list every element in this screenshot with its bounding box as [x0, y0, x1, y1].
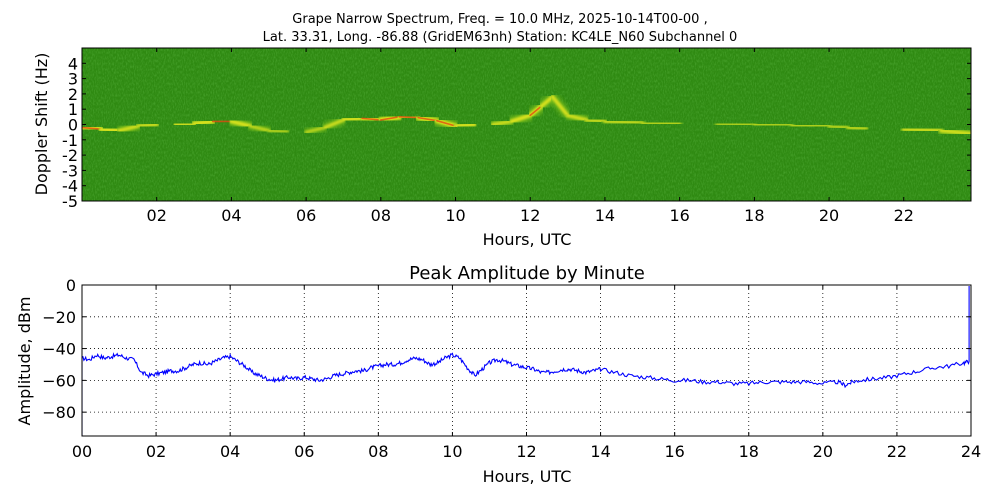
spectrogram-y-tick-label: -1	[62, 131, 78, 150]
spectrogram-x-ticks: 02 04 06 08 10 12 14 16 18 20 22	[147, 48, 914, 225]
amplitude-x-tick-label: 06	[294, 442, 314, 461]
trace-segment	[901, 127, 943, 133]
amplitude-plot-area	[82, 285, 971, 436]
spectrogram-y-tick-label: -2	[62, 146, 78, 165]
amplitude-x-tick-label: 10	[442, 442, 462, 461]
spectrogram-y-tick-label: 0	[68, 116, 78, 135]
amplitude-y-tick-label: −60	[42, 371, 76, 390]
trace-segment	[603, 119, 644, 125]
spectrogram-y-tick-label: -4	[62, 177, 78, 196]
figure-title-line1: Grape Narrow Spectrum, Freq. = 10.0 MHz,…	[292, 12, 708, 27]
spectrogram-y-tick-label: 3	[68, 70, 78, 89]
spectrogram-x-tick-label: 22	[894, 206, 914, 225]
spectrogram-x-tick-label: 10	[445, 206, 465, 225]
spectrogram-y-axis-label: Doppler Shift (Hz)	[32, 53, 51, 196]
amplitude-y-tick-label: −20	[42, 308, 76, 327]
amplitude-x-tick-label: 04	[220, 442, 240, 461]
trace-segment	[939, 128, 971, 136]
spectrogram-y-tick-label: -5	[62, 192, 78, 211]
spectrogram-x-tick-label: 02	[147, 206, 167, 225]
amplitude-x-tick-label: 16	[664, 442, 684, 461]
amplitude-y-tick-label: 0	[66, 276, 76, 295]
amplitude-y-tick-label: −80	[42, 403, 76, 422]
spectrogram-y-tick-label: 1	[68, 100, 78, 119]
spectrogram-x-tick-label: 18	[744, 206, 764, 225]
amplitude-line	[82, 286, 970, 436]
spectrogram-x-tick-label: 08	[371, 206, 391, 225]
figure-title-line2: Lat. 33.31, Long. -86.88 (GridEM63nh) St…	[262, 30, 738, 45]
spectrogram-y-tick-label: 4	[68, 54, 78, 73]
amplitude-y-ticks: 0 −20 −40 −60 −80	[42, 276, 971, 422]
spectrogram-x-tick-label: 14	[595, 206, 615, 225]
spectrogram-x-tick-label: 12	[520, 206, 540, 225]
trace-segment	[790, 123, 831, 128]
amplitude-x-ticks: 00 02 04 06 08 10 12 14 16 18 20 22 24	[72, 285, 981, 461]
amplitude-x-tick-label: 02	[146, 442, 166, 461]
amplitude-panel: Peak Amplitude by Minute 00 02 04 06 08 10 12 1…	[15, 263, 981, 486]
amplitude-x-tick-label: 12	[516, 442, 536, 461]
spectrogram-x-axis-label: Hours, UTC	[483, 230, 572, 249]
trace-segment	[248, 124, 271, 133]
trace-segment	[640, 121, 682, 126]
trace-segment	[752, 123, 794, 127]
spectrogram-y-tick-label: -3	[62, 161, 78, 180]
spectrogram-x-tick-label: 06	[296, 206, 316, 225]
amplitude-chart-title: Peak Amplitude by Minute	[409, 263, 645, 284]
amplitude-x-axis-label: Hours, UTC	[483, 467, 572, 486]
trace-segment	[715, 122, 756, 126]
spectrogram-x-tick-label: 04	[221, 206, 241, 225]
spectrogram-y-tick-label: 2	[68, 85, 78, 104]
amplitude-x-tick-label: 24	[961, 442, 981, 461]
amplitude-x-tick-label: 18	[739, 442, 759, 461]
spectrogram-x-tick-label: 20	[819, 206, 839, 225]
amplitude-x-tick-label: 22	[887, 442, 907, 461]
spectrogram-x-tick-label: 16	[669, 206, 689, 225]
amplitude-x-tick-label: 00	[72, 442, 92, 461]
amplitude-y-axis-label: Amplitude, dBm	[15, 297, 34, 426]
amplitude-x-tick-label: 14	[590, 442, 610, 461]
amplitude-x-tick-label: 08	[368, 442, 388, 461]
amplitude-x-tick-label: 20	[813, 442, 833, 461]
doppler-traces	[82, 92, 971, 139]
amplitude-grid	[82, 285, 971, 436]
amplitude-y-tick-label: −40	[42, 340, 76, 359]
